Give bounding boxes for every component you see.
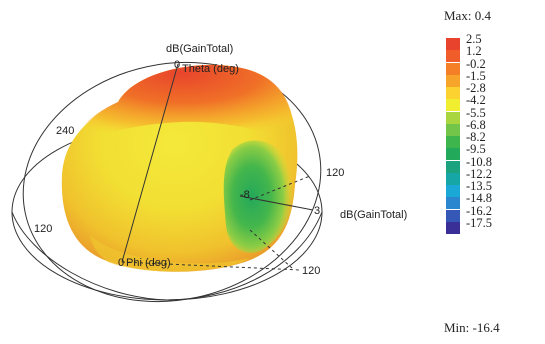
phi-zero-label: 0 bbox=[118, 257, 124, 269]
phi-120-right-label: 120 bbox=[326, 167, 344, 179]
radial-dashed-1 bbox=[249, 175, 311, 201]
legend-tick-label: -12.2 bbox=[466, 166, 493, 181]
top-gain-label: dB(GainTotal) bbox=[166, 43, 233, 55]
theta-zero-label: 0 bbox=[174, 59, 180, 71]
legend-swatch bbox=[446, 123, 460, 136]
legend-tick-label: -2.8 bbox=[466, 81, 486, 95]
legend-max-label: Max: 0.4 bbox=[444, 8, 491, 23]
legend-swatch bbox=[446, 221, 460, 234]
neg8-label: -8 bbox=[240, 189, 250, 201]
legend-tick-label: -5.5 bbox=[466, 105, 486, 120]
legend-tick-label: -14.8 bbox=[466, 191, 493, 206]
legend-swatch bbox=[446, 136, 460, 148]
legend-swatch bbox=[446, 185, 460, 197]
legend-tick-label: -0.2 bbox=[466, 56, 486, 71]
axis-labels: dB(GainTotal) 0 Theta (deg) 240 120 120 … bbox=[34, 43, 407, 277]
legend-tick-label: 1.2 bbox=[466, 44, 482, 59]
legend-swatch bbox=[446, 148, 460, 161]
right-gain-label: dB(GainTotal) bbox=[340, 209, 407, 221]
phi-240-label: 240 bbox=[56, 125, 74, 137]
three-label: 3 bbox=[314, 205, 320, 217]
gain-green-lobe bbox=[223, 140, 294, 253]
legend-swatch bbox=[446, 50, 460, 63]
gain-top-region bbox=[70, 64, 295, 148]
theta-120-bottom-label: 120 bbox=[302, 265, 320, 277]
gain-axis bbox=[239, 195, 314, 211]
legend-swatch bbox=[446, 209, 460, 222]
legend-swatch bbox=[446, 111, 460, 124]
legend-min-label: Min: -16.4 bbox=[444, 320, 500, 335]
legend-tick-label: -16.2 bbox=[466, 203, 493, 218]
legend-swatch bbox=[446, 62, 460, 75]
theta-label: Theta (deg) bbox=[182, 63, 239, 75]
gain-surface bbox=[61, 64, 298, 272]
theta-axis bbox=[121, 63, 179, 263]
legend-tick-label: -10.8 bbox=[466, 154, 493, 169]
legend-tick-label: -6.8 bbox=[466, 117, 486, 132]
legend-swatch bbox=[446, 87, 460, 99]
legend-tick-label: -17.5 bbox=[466, 215, 493, 230]
legend-tick-label: -8.2 bbox=[466, 130, 486, 144]
legend-swatch bbox=[446, 74, 460, 87]
legend-swatch bbox=[446, 38, 460, 50]
legend-swatch bbox=[446, 197, 460, 210]
axis-lines bbox=[11, 63, 323, 301]
legend-tick-label: -13.5 bbox=[466, 179, 493, 193]
legend-tick-label: 2.5 bbox=[466, 32, 482, 46]
phi-ring-front bbox=[11, 211, 323, 301]
legend-tick-label: -4.2 bbox=[466, 93, 486, 108]
legend-swatch bbox=[446, 160, 460, 173]
legend-tick-label: -9.5 bbox=[466, 142, 486, 157]
legend-swatch bbox=[446, 172, 460, 185]
phi-label: Phi (deg) bbox=[126, 257, 171, 269]
legend-swatch bbox=[446, 99, 460, 112]
theta-120-left-label: 120 bbox=[34, 223, 52, 235]
legend-tick-label: -1.5 bbox=[466, 68, 486, 83]
